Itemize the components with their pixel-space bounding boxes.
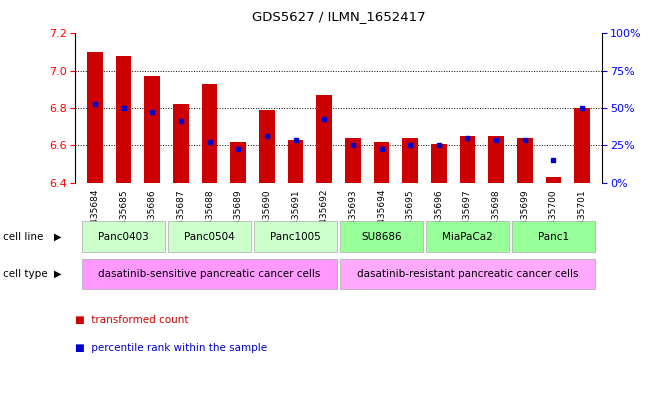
Text: ■  transformed count: ■ transformed count [75,315,188,325]
Bar [255,221,337,252]
Bar [82,221,165,252]
Bar [340,259,595,290]
Bar [288,140,303,183]
Bar [145,76,160,183]
Text: ■  percentile rank within the sample: ■ percentile rank within the sample [75,343,267,353]
Bar [546,177,561,183]
Bar [402,138,418,183]
Bar [431,143,447,183]
Bar [345,138,361,183]
Bar [574,108,590,183]
Bar [202,84,217,183]
Bar [169,221,251,252]
Text: Panc1005: Panc1005 [270,232,321,242]
Bar [316,95,332,183]
Bar [259,110,275,183]
Bar [230,141,246,183]
Bar [512,221,595,252]
Bar [173,104,189,183]
Text: ▶: ▶ [54,232,62,242]
Text: dasatinib-sensitive pancreatic cancer cells: dasatinib-sensitive pancreatic cancer ce… [98,269,321,279]
Text: Panc0403: Panc0403 [98,232,149,242]
Bar [340,221,422,252]
Text: Panc0504: Panc0504 [184,232,235,242]
Text: dasatinib-resistant pancreatic cancer cells: dasatinib-resistant pancreatic cancer ce… [357,269,578,279]
Text: SU8686: SU8686 [361,232,402,242]
Bar [374,141,389,183]
Bar [82,259,337,290]
Text: cell line: cell line [3,232,44,242]
Text: GDS5627 / ILMN_1652417: GDS5627 / ILMN_1652417 [252,10,425,23]
Text: Panc1: Panc1 [538,232,569,242]
Bar [460,136,475,183]
Bar [426,221,508,252]
Bar [517,138,533,183]
Bar [488,136,504,183]
Text: MiaPaCa2: MiaPaCa2 [442,232,493,242]
Bar [87,52,103,183]
Text: cell type: cell type [3,269,48,279]
Bar [116,56,132,183]
Text: ▶: ▶ [54,269,62,279]
